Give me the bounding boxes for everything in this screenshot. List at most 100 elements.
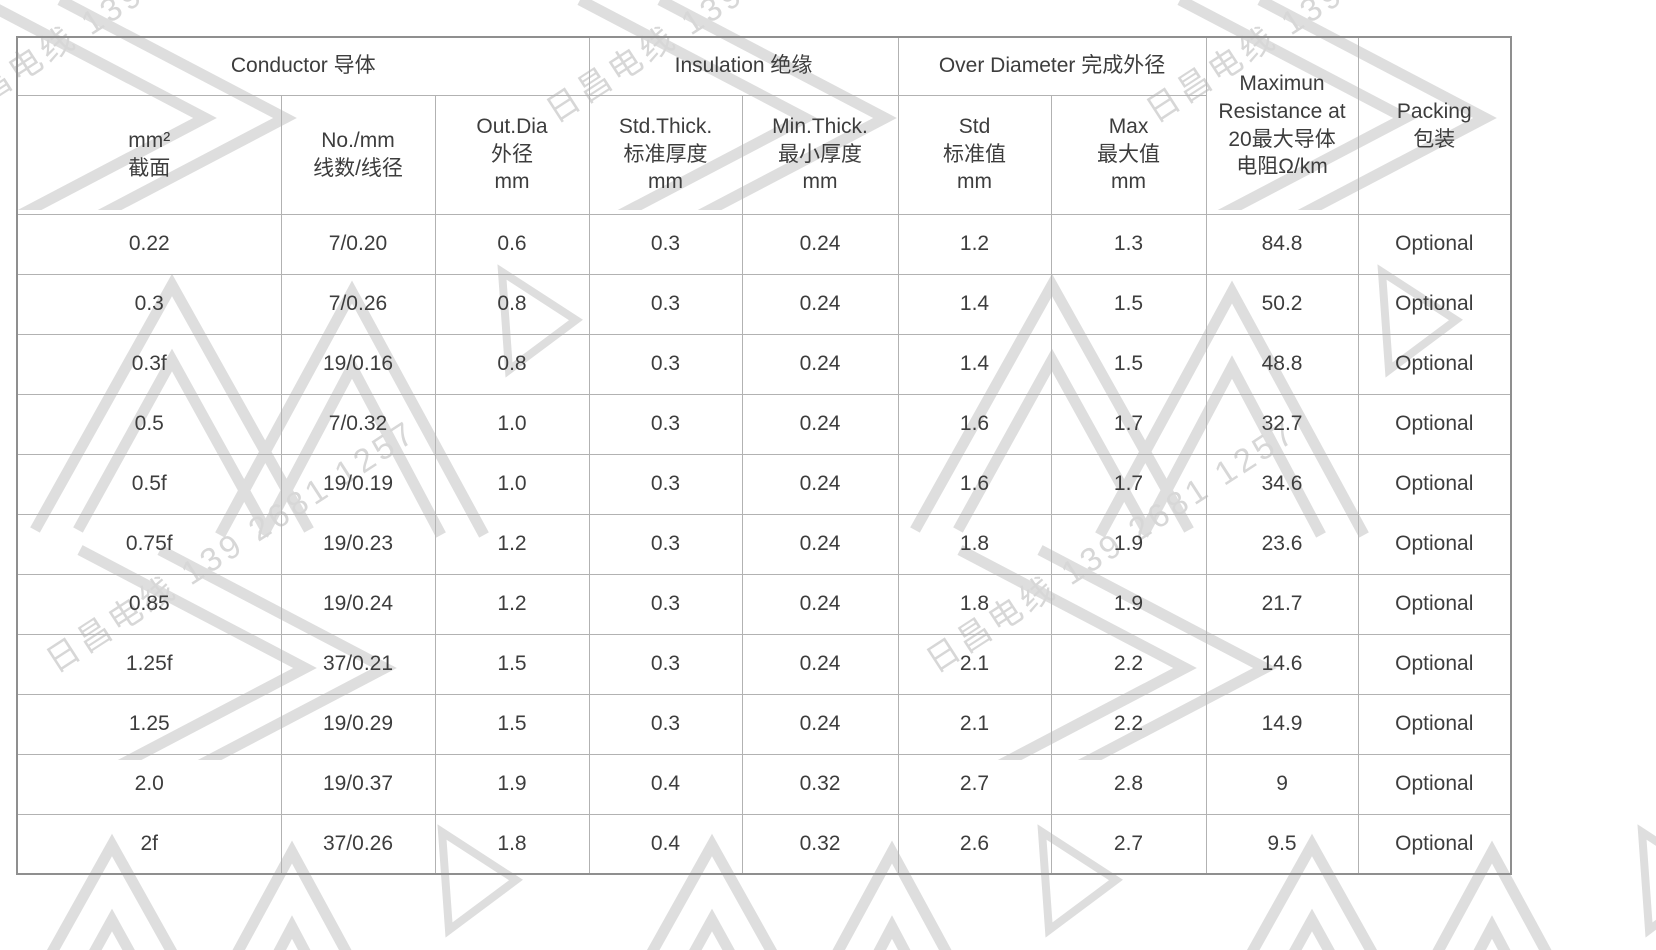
table-cell: 2.1 bbox=[897, 693, 1052, 755]
table-row: 0.3 7/0.26 0.8 0.3 0.24 1.4 1.5 50.2 Optional bbox=[16, 273, 1512, 335]
table-cell: 0.24 bbox=[741, 453, 899, 515]
table-row: 0.3f 19/0.16 0.8 0.3 0.24 1.4 1.5 48.8 Optional bbox=[16, 333, 1512, 395]
table-cell: Optional bbox=[1357, 573, 1512, 635]
table-cell: 1.5 bbox=[1050, 273, 1207, 335]
table-cell: 19/0.37 bbox=[280, 753, 436, 815]
table-row: 1.25f 37/0.21 1.5 0.3 0.24 2.1 2.2 14.6 Optional bbox=[16, 633, 1512, 695]
table-cell: 0.24 bbox=[741, 633, 899, 695]
table-cell: 19/0.24 bbox=[280, 573, 436, 635]
table-cell: 14.6 bbox=[1205, 633, 1359, 695]
table-cell: 1.2 bbox=[434, 573, 590, 635]
table-cell: 0.3 bbox=[588, 513, 743, 575]
table-cell: 0.32 bbox=[741, 753, 899, 815]
col-group-insulation: Insulation 绝缘 bbox=[588, 36, 899, 96]
table-cell: 0.3f bbox=[16, 333, 282, 395]
table-cell: 0.4 bbox=[588, 813, 743, 875]
table-cell: 0.3 bbox=[588, 213, 743, 275]
table-cell: 1.6 bbox=[897, 393, 1052, 455]
table-cell: 1.6 bbox=[897, 453, 1052, 515]
table-cell: 34.6 bbox=[1205, 453, 1359, 515]
table-cell: 0.75f bbox=[16, 513, 282, 575]
table-cell: 1.9 bbox=[1050, 513, 1207, 575]
table-cell: 1.5 bbox=[434, 633, 590, 695]
cable-spec-table: Conductor 导体 Insulation 绝缘 Over Diameter… bbox=[16, 36, 1513, 875]
table-cell: 0.8 bbox=[434, 333, 590, 395]
table-cell: 19/0.23 bbox=[280, 513, 436, 575]
table-cell: 0.3 bbox=[588, 393, 743, 455]
table-cell: 0.24 bbox=[741, 393, 899, 455]
table-cell: 7/0.20 bbox=[280, 213, 436, 275]
table-group-header-row: Conductor 导体 Insulation 绝缘 Over Diameter… bbox=[16, 36, 1512, 215]
table-cell: Optional bbox=[1357, 693, 1512, 755]
col-header-packing: Packing 包装 bbox=[1357, 36, 1512, 215]
col-group-over-diameter: Over Diameter 完成外径 bbox=[897, 36, 1207, 96]
table-row: 0.75f 19/0.23 1.2 0.3 0.24 1.8 1.9 23.6 Optional bbox=[16, 513, 1512, 575]
table-cell: 7/0.26 bbox=[280, 273, 436, 335]
table-cell: 0.3 bbox=[588, 273, 743, 335]
table-cell: 9 bbox=[1205, 753, 1359, 815]
table-cell: 1.25 bbox=[16, 693, 282, 755]
table-cell: 50.2 bbox=[1205, 273, 1359, 335]
table-cell: 1.4 bbox=[897, 333, 1052, 395]
table-cell: 0.24 bbox=[741, 513, 899, 575]
table-cell: 0.6 bbox=[434, 213, 590, 275]
table-cell: 9.5 bbox=[1205, 813, 1359, 875]
table-cell: 19/0.16 bbox=[280, 333, 436, 395]
table-row: 2.0 19/0.37 1.9 0.4 0.32 2.7 2.8 9 Optional bbox=[16, 753, 1512, 815]
table-row: 0.85 19/0.24 1.2 0.3 0.24 1.8 1.9 21.7 Optional bbox=[16, 573, 1512, 635]
table-cell: 2.6 bbox=[897, 813, 1052, 875]
table-cell: 0.3 bbox=[588, 333, 743, 395]
table-cell: 1.7 bbox=[1050, 393, 1207, 455]
table-cell: 0.4 bbox=[588, 753, 743, 815]
table-cell: 0.3 bbox=[16, 273, 282, 335]
table-cell: 0.24 bbox=[741, 573, 899, 635]
table-row: 0.5 7/0.32 1.0 0.3 0.24 1.6 1.7 32.7 Optional bbox=[16, 393, 1512, 455]
table-cell: 48.8 bbox=[1205, 333, 1359, 395]
table-cell: 2.1 bbox=[897, 633, 1052, 695]
table-cell: 19/0.19 bbox=[280, 453, 436, 515]
table-cell: 2.7 bbox=[897, 753, 1052, 815]
table-cell: 1.2 bbox=[434, 513, 590, 575]
table-body: 0.22 7/0.20 0.6 0.3 0.24 1.2 1.3 84.8 Optional 0.… bbox=[16, 213, 1512, 875]
col-group-conductor: Conductor 导体 bbox=[16, 36, 590, 96]
col-header-max: Max 最大值 mm bbox=[1050, 94, 1207, 215]
table-cell: 1.2 bbox=[897, 213, 1052, 275]
table-cell: 37/0.21 bbox=[280, 633, 436, 695]
table-cell: 1.3 bbox=[1050, 213, 1207, 275]
table-cell: 21.7 bbox=[1205, 573, 1359, 635]
table-cell: 0.3 bbox=[588, 453, 743, 515]
table-cell: 1.8 bbox=[897, 513, 1052, 575]
table-cell: 0.3 bbox=[588, 693, 743, 755]
table-cell: 7/0.32 bbox=[280, 393, 436, 455]
table-cell: Optional bbox=[1357, 213, 1512, 275]
table-row: 2f 37/0.26 1.8 0.4 0.32 2.6 2.7 9.5 Optional bbox=[16, 813, 1512, 875]
table-cell: 23.6 bbox=[1205, 513, 1359, 575]
col-header-std-thick: Std.Thick. 标准厚度 mm bbox=[588, 94, 743, 215]
col-header-mm2: mm² 截面 bbox=[16, 94, 282, 215]
table-cell: Optional bbox=[1357, 813, 1512, 875]
table-row: 0.5f 19/0.19 1.0 0.3 0.24 1.6 1.7 34.6 Optional bbox=[16, 453, 1512, 515]
table-cell: Optional bbox=[1357, 273, 1512, 335]
table-cell: 1.5 bbox=[434, 693, 590, 755]
table-cell: 14.9 bbox=[1205, 693, 1359, 755]
table-cell: 0.24 bbox=[741, 213, 899, 275]
table-cell: 0.24 bbox=[741, 333, 899, 395]
table-cell: 1.0 bbox=[434, 393, 590, 455]
col-header-out-dia: Out.Dia 外径 mm bbox=[434, 94, 590, 215]
table-cell: Optional bbox=[1357, 393, 1512, 455]
table-cell: 2.0 bbox=[16, 753, 282, 815]
table-cell: 0.5 bbox=[16, 393, 282, 455]
table-cell: 84.8 bbox=[1205, 213, 1359, 275]
table-cell: Optional bbox=[1357, 633, 1512, 695]
col-header-no-mm: No./mm 线数/线径 bbox=[280, 94, 436, 215]
table-cell: 1.5 bbox=[1050, 333, 1207, 395]
table-cell: 1.8 bbox=[897, 573, 1052, 635]
table-cell: 0.3 bbox=[588, 573, 743, 635]
table-cell: 37/0.26 bbox=[280, 813, 436, 875]
table-cell: 0.24 bbox=[741, 273, 899, 335]
table-row: 1.25 19/0.29 1.5 0.3 0.24 2.1 2.2 14.9 Optional bbox=[16, 693, 1512, 755]
table-cell: 0.32 bbox=[741, 813, 899, 875]
table-cell: 2.2 bbox=[1050, 693, 1207, 755]
table-cell: Optional bbox=[1357, 513, 1512, 575]
